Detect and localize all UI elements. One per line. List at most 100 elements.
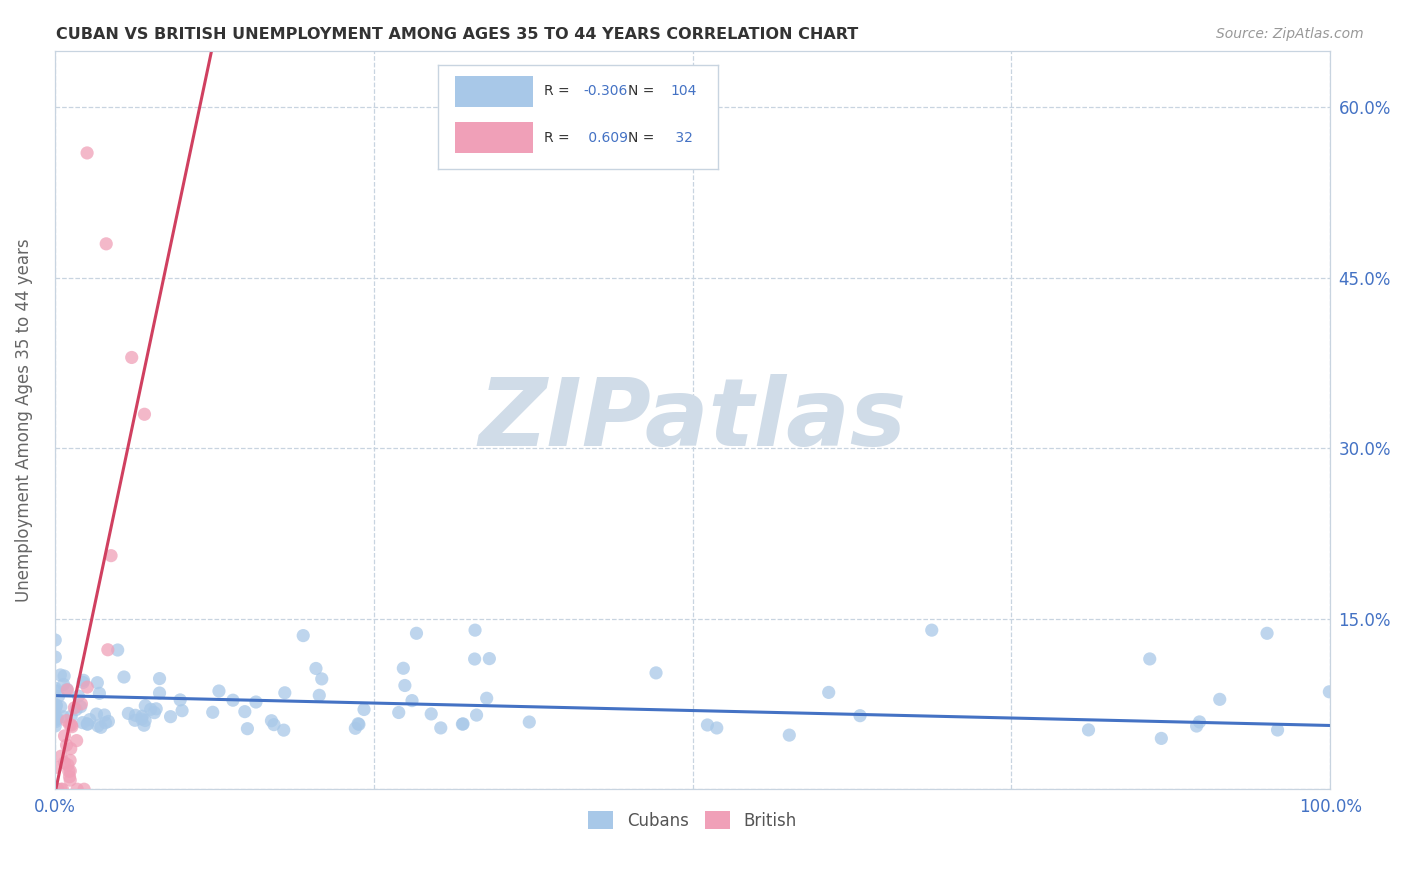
Point — [49, 782, 72, 797]
Point — [117, 706, 139, 721]
Point — [1209, 692, 1232, 706]
Point — [60, 720, 83, 734]
Point — [56, 682, 79, 697]
Point — [87, 719, 110, 733]
Point — [420, 706, 443, 721]
Point — [59, 753, 82, 767]
Point — [60, 709, 83, 723]
Point — [72, 675, 94, 690]
Point — [45, 698, 67, 713]
Point — [1317, 685, 1340, 699]
Point — [148, 672, 170, 686]
Point — [1150, 731, 1173, 746]
Point — [131, 709, 153, 723]
Point — [45, 711, 67, 725]
Point — [76, 717, 98, 731]
Point — [347, 716, 370, 731]
Point — [706, 721, 728, 735]
Point — [392, 661, 415, 675]
Point — [89, 686, 111, 700]
Point — [49, 699, 72, 714]
Point — [132, 718, 155, 732]
Point — [1077, 723, 1099, 737]
Point — [1267, 723, 1289, 737]
Point — [46, 782, 69, 797]
Point — [86, 675, 108, 690]
Point — [76, 680, 98, 694]
Point — [236, 722, 259, 736]
Point — [347, 717, 370, 731]
Point — [70, 697, 93, 711]
Point — [201, 706, 224, 720]
Point — [45, 698, 67, 712]
Point — [311, 672, 333, 686]
Text: CUBAN VS BRITISH UNEMPLOYMENT AMONG AGES 35 TO 44 YEARS CORRELATION CHART: CUBAN VS BRITISH UNEMPLOYMENT AMONG AGES… — [56, 27, 859, 42]
Point — [44, 633, 66, 648]
Point — [63, 701, 86, 715]
Point — [353, 702, 375, 716]
Point — [69, 699, 91, 714]
Point — [44, 713, 66, 727]
Point — [260, 714, 283, 728]
Point — [90, 720, 112, 734]
Point — [58, 770, 80, 784]
Point — [94, 715, 117, 730]
Point — [475, 691, 498, 706]
Point — [59, 741, 82, 756]
Point — [59, 717, 82, 731]
Point — [464, 652, 486, 666]
Point — [305, 661, 328, 675]
Point — [134, 407, 156, 421]
Point — [124, 708, 146, 723]
Point — [143, 706, 166, 720]
Point — [72, 673, 94, 688]
Point — [405, 626, 427, 640]
Point — [60, 718, 83, 732]
Point — [273, 723, 295, 738]
Point — [76, 145, 98, 160]
Point — [66, 733, 89, 747]
Point — [46, 711, 69, 725]
Point — [145, 702, 167, 716]
Point — [245, 695, 267, 709]
Point — [465, 708, 488, 723]
Point — [48, 690, 70, 704]
Point — [139, 702, 162, 716]
Point — [170, 704, 193, 718]
Point — [263, 717, 285, 731]
Point — [66, 782, 89, 797]
Point — [86, 707, 108, 722]
Point — [44, 719, 66, 733]
Point — [1185, 719, 1208, 733]
Point — [159, 709, 181, 723]
Point — [107, 643, 129, 657]
Point — [97, 642, 120, 657]
Point — [645, 665, 668, 680]
Point — [49, 668, 72, 682]
Point — [76, 717, 98, 731]
Y-axis label: Unemployment Among Ages 35 to 44 years: Unemployment Among Ages 35 to 44 years — [15, 238, 32, 602]
Point — [67, 689, 90, 703]
Point — [921, 623, 943, 637]
Point — [344, 721, 367, 735]
Point — [429, 721, 451, 735]
Point — [45, 714, 67, 729]
Point — [401, 693, 423, 707]
Point — [100, 549, 122, 563]
Point — [451, 717, 474, 731]
Point — [49, 749, 72, 764]
Point — [79, 713, 101, 727]
Point — [849, 708, 872, 723]
Point — [478, 651, 501, 665]
Point — [72, 715, 94, 730]
Point — [44, 701, 66, 715]
Point — [44, 683, 66, 698]
Point — [778, 728, 800, 742]
Point — [134, 698, 156, 713]
Point — [451, 717, 474, 731]
Point — [53, 669, 76, 683]
Point — [53, 756, 76, 770]
Point — [394, 678, 416, 692]
Point — [56, 682, 79, 697]
Legend: Cubans, British: Cubans, British — [582, 805, 804, 837]
